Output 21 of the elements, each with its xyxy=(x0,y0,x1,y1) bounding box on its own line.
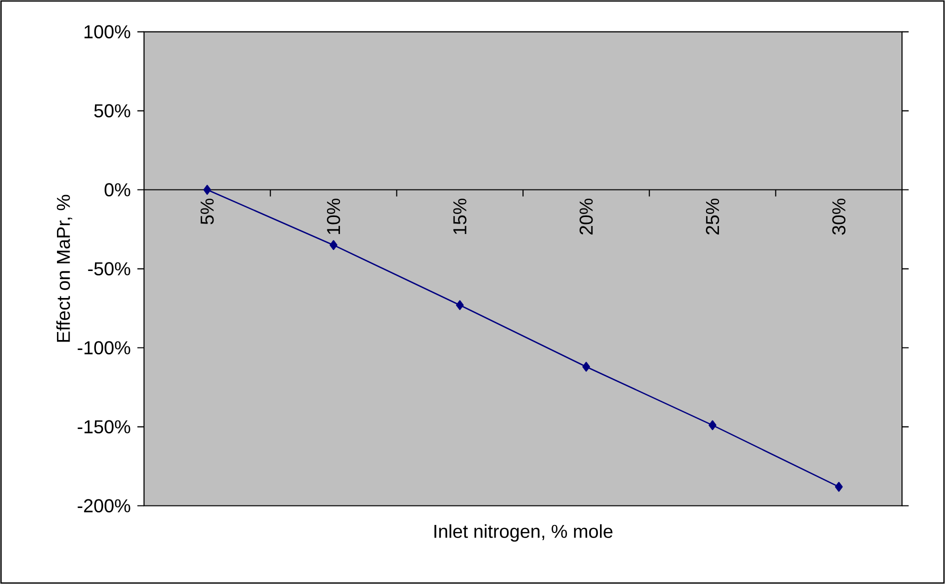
point xyxy=(330,240,338,250)
y-tick-label: 100% xyxy=(84,25,130,38)
y-tick-label: -50% xyxy=(88,262,130,276)
y-tick-label: 0% xyxy=(104,183,130,196)
x-axis-title: Inlet nitrogen, % mole xyxy=(434,524,612,542)
point xyxy=(582,362,590,372)
x-tick-label: 25% xyxy=(706,198,720,234)
x-tick-label: 20% xyxy=(580,198,593,234)
y-tick-label: -150% xyxy=(78,420,130,434)
x-tick-label: 5% xyxy=(200,198,214,224)
point xyxy=(708,420,716,430)
point xyxy=(456,300,464,310)
y-tick-label: -200% xyxy=(78,499,130,512)
x-tick-label: 15% xyxy=(453,198,466,234)
point xyxy=(834,482,843,492)
x-tick-label: 10% xyxy=(326,198,340,234)
point xyxy=(203,184,212,195)
y-axis-title: Effect on MaPr, % xyxy=(56,194,72,342)
x-tick-label: 30% xyxy=(832,198,846,235)
y-tick-label: -100% xyxy=(78,341,130,354)
y-tick-label: 50% xyxy=(94,104,130,118)
